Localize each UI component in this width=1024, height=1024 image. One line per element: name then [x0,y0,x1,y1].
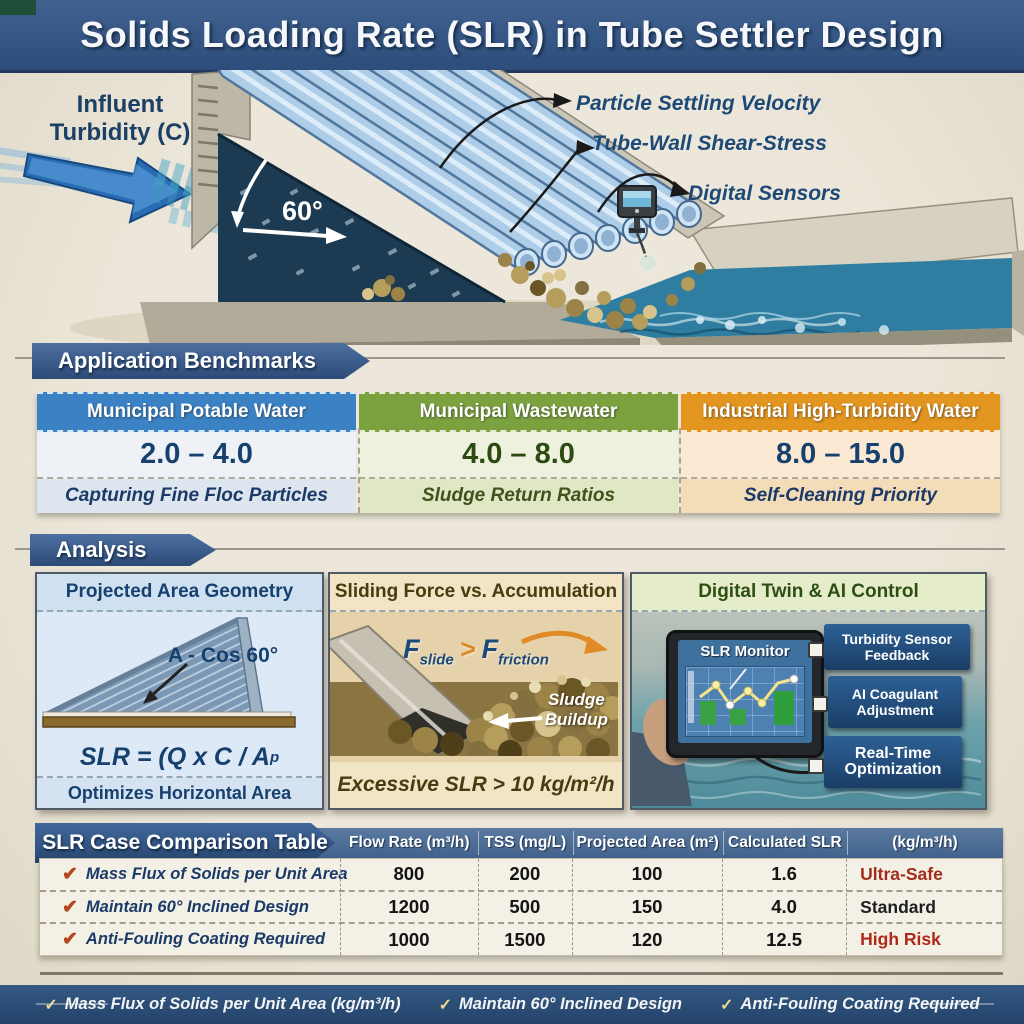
influent-label-line1: Influent [77,91,164,118]
sensor-icon [617,185,658,273]
callout-tube-wall-shear: Tube-Wall Shear-Stress [592,132,827,155]
table-row: ✔ Mass Flux of Solids per Unit Area 800 … [40,859,1002,890]
benchmark-wastewater-range: 4.0 – 8.0 [359,432,678,479]
footer-item: ✓ Anti-Fouling Coating Required [720,995,980,1014]
comparison-table-body: ✔ Mass Flux of Solids per Unit Area 800 … [39,858,1003,956]
col-tss: TSS (mg/L) [484,834,567,851]
tablet-screen: SLR Monitor [678,640,812,743]
benchmark-wastewater: Municipal Wastewater 4.0 – 8.0 Sludge Re… [359,392,678,513]
area-projection-label: A - Cos 60° [168,644,278,667]
title-banner: Solids Loading Rate (SLR) in Tube Settle… [0,0,1024,73]
panel-sliding-force-footer: Excessive SLR > 10 kg/m²/h [330,762,622,808]
page-title: Solids Loading Rate (SLR) in Tube Settle… [80,14,944,55]
benchmark-industrial-range: 8.0 – 15.0 [681,432,1000,479]
footer-item: ✓ Mass Flux of Solids per Unit Area (kg/… [44,995,401,1014]
angle-annotation: 60° [231,158,347,244]
tablet-screen-title: SLR Monitor [700,643,790,660]
panel-digital-twin: Digital Twin & AI Control SLR Monitor [630,572,987,810]
benchmark-industrial-header: Industrial High-Turbidity Water [681,392,1000,432]
benchmarks-section-ribbon: Application Benchmarks [32,343,370,379]
panel-digital-twin-header: Digital Twin & AI Control [632,574,985,612]
corner-accent [0,0,36,15]
panel-projected-area-footer: Optimizes Horizontal Area [37,778,322,808]
tube-settler-drawing: 60° Influent Turbidity (C) [0,70,1024,345]
callout-turbidity-feedback: Turbidity Sensor Feedback [824,624,970,670]
col-calculated-slr: Calculated SLR [728,834,842,851]
table-row: ✔ Anti-Fouling Coating Required 1000 150… [40,922,1002,955]
force-slide: Fslide [403,634,454,669]
benchmarks-grid: Municipal Potable Water 2.0 – 4.0 Captur… [37,392,1000,513]
benchmark-potable: Municipal Potable Water 2.0 – 4.0 Captur… [37,392,356,513]
callout-arrows [438,97,679,233]
connector-node-2 [812,696,828,712]
check-icon: ✔ [62,896,78,918]
analysis-section-ribbon: Analysis [30,534,216,566]
callout-realtime-optimization: Real-Time Optimization [824,736,962,788]
connector-node-1 [808,642,824,658]
benchmark-wastewater-header: Municipal Wastewater [359,392,678,432]
callout-particle-settling: Particle Settling Velocity [576,92,821,115]
panel-sliding-force-header: Sliding Force vs. Accumulation [330,574,622,612]
panel-projected-area: Projected Area Geometry A - [35,572,324,810]
comparison-table-ribbon: SLR Case Comparison Table [35,823,335,863]
slr-trend-chart [685,666,805,737]
benchmark-potable-header: Municipal Potable Water [37,392,356,432]
benchmark-industrial-caption: Self-Cleaning Priority [681,479,1000,513]
status-badge: Ultra-Safe [860,863,943,884]
force-friction: Ffriction [481,634,549,669]
influent-label-line2: Turbidity (C) [50,119,191,146]
tube-settler-scene: 60° Influent Turbidity (C) Particle Sett… [0,70,1024,345]
footer-item: ✓ Maintain 60° Inclined Design [438,995,683,1014]
greater-than: > [459,634,476,664]
status-badge: Standard [860,896,936,917]
projected-area-figure: A - Cos 60° [37,612,322,738]
benchmark-potable-range: 2.0 – 4.0 [37,432,356,479]
callout-digital-sensors: Digital Sensors [688,182,841,205]
benchmark-industrial: Industrial High-Turbidity Water 8.0 – 15… [681,392,1000,513]
benchmarks-divider-2 [679,428,681,513]
benchmark-potable-caption: Capturing Fine Floc Particles [37,479,356,513]
footer-divider [40,972,1003,975]
check-icon: ✔ [62,929,78,951]
check-icon: ✔ [62,863,78,885]
benchmarks-divider-1 [358,428,360,513]
footer-band: ✓ Mass Flux of Solids per Unit Area (kg/… [0,985,1024,1024]
benchmarks-section-title: Application Benchmarks [58,348,316,373]
check-icon: ✓ [44,996,58,1014]
panel-sliding-force: Sliding Force vs. Accumulation [328,572,624,810]
benchmarks-rule [15,357,1005,359]
force-inequality: Fslide > Ffriction [330,634,622,668]
comparison-table-title: SLR Case Comparison Table [42,831,328,854]
status-badge: High Risk [860,929,941,950]
sludge-clumps [362,253,889,335]
col-flow-rate: Flow Rate (m³/h) [349,834,470,851]
sludge-buildup-label: Sludge Buildup [544,690,608,729]
col-unit: (kg/m³/h) [892,834,958,851]
angle-label: 60° [282,196,323,226]
analysis-rule [15,548,1005,550]
check-icon: ✓ [720,996,734,1014]
slr-monitor-tablet: SLR Monitor [666,630,824,758]
connector-node-3 [808,758,824,774]
table-row: ✔ Maintain 60° Inclined Design 1200 500 … [40,889,1002,923]
analysis-section-title: Analysis [56,537,147,562]
digital-twin-figure: SLR Monitor [632,612,985,808]
check-icon: ✓ [438,996,453,1014]
tube-bundle [218,70,702,276]
panel-projected-area-header: Projected Area Geometry [37,574,322,612]
benchmark-wastewater-caption: Sludge Return Ratios [359,479,678,513]
col-projected-area: Projected Area (m²) [576,834,719,851]
sliding-force-figure: Fslide > Ffriction Sludge Buildup [330,612,622,762]
callout-ai-coagulant: AI Coagulant Adjustment [828,676,962,728]
